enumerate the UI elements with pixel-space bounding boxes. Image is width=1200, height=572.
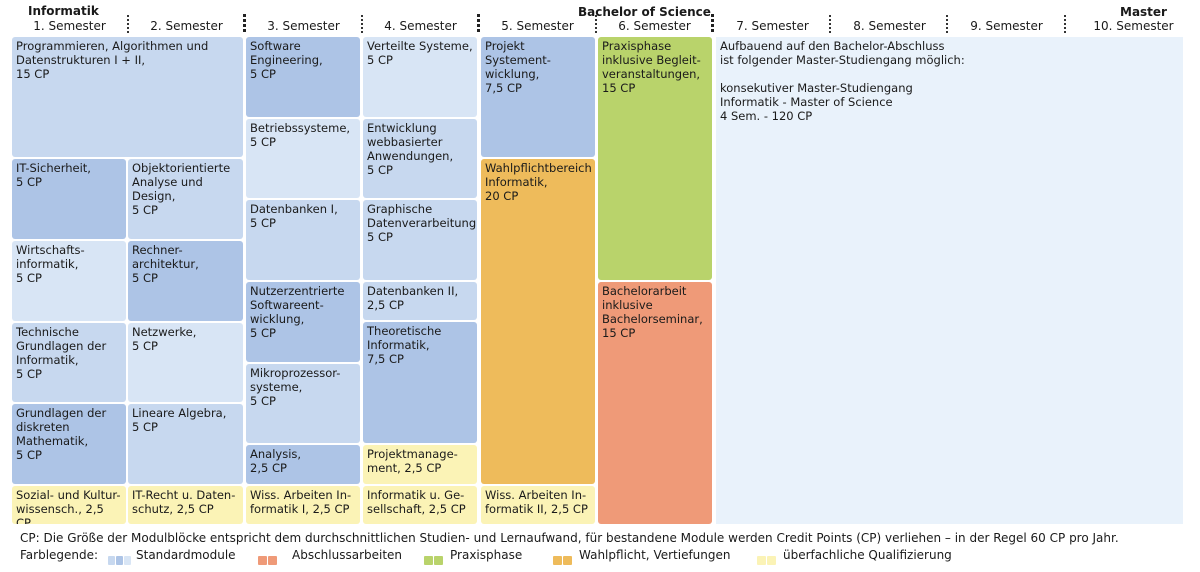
semester-5-label: 5. Semester <box>501 19 574 33</box>
module-it-recht: IT-Recht u. Daten- schutz, 2,5 CP <box>128 486 243 524</box>
semester-separator <box>243 14 246 34</box>
module-diskrete-mathematik: Grundlagen der diskreten Mathematik, 5 C… <box>12 404 126 484</box>
legend-standardmodule: Standardmodule <box>136 548 236 562</box>
semester-separator <box>477 14 480 34</box>
legend-swatch-praxis <box>424 550 444 565</box>
module-lineare-algebra: Lineare Algebra, 5 CP <box>128 404 243 484</box>
module-datenbanken-2: Datenbanken II, 2,5 CP <box>363 282 477 320</box>
module-betriebssysteme: Betriebssysteme, 5 CP <box>246 119 360 198</box>
module-praxisphase: Praxisphase inklusive Begleit- veranstal… <box>598 37 712 280</box>
program-title: Informatik <box>28 4 99 18</box>
semester-separator <box>361 15 363 33</box>
semester-separator <box>127 15 129 33</box>
module-ooad: Objektorientierte Analyse und Design, 5 … <box>128 159 243 239</box>
module-software-engineering: Software Engineering, 5 CP <box>246 37 360 117</box>
semester-8-label: 8. Semester <box>853 19 926 33</box>
module-mikroprozessorsysteme: Mikroprozessor- systeme, 5 CP <box>246 364 360 443</box>
module-verteilte-systeme: Verteilte Systeme, 5 CP <box>363 37 477 117</box>
legend-abschlussarbeiten: Abschlussarbeiten <box>292 548 403 562</box>
module-graphische-datenverarbeitung: Graphische Datenverarbeitung, 5 CP <box>363 200 477 280</box>
module-projekt-systementwicklung: Projekt Systement- wicklung, 7,5 CP <box>481 37 595 157</box>
module-nutzerzentrierte-softwareentwicklung: Nutzerzentrierte Softwareent- wicklung, … <box>246 282 360 362</box>
semester-9-label: 9. Semester <box>970 19 1043 33</box>
module-programmieren: Programmieren, Algorithmen und Datenstru… <box>12 37 243 157</box>
legend-swatch-abschluss <box>258 550 278 565</box>
semester-separator <box>595 15 597 33</box>
legend-wahlpflicht: Wahlpflicht, Vertiefungen <box>579 548 731 562</box>
module-wirtschaftsinformatik: Wirtschafts- informatik, 5 CP <box>12 241 126 321</box>
degree-title: Bachelor of Science <box>578 5 711 19</box>
semester-separator <box>829 15 831 33</box>
legend-ueberfachliche-qualifizierung: überfachliche Qualifizierung <box>783 548 952 562</box>
semester-2-label: 2. Semester <box>150 19 223 33</box>
credit-points-note: CP: Die Größe der Modulblöcke entspricht… <box>20 531 1119 545</box>
semester-3-label: 3. Semester <box>267 19 340 33</box>
legend-swatch-standard <box>108 550 132 565</box>
semester-separator <box>1064 15 1066 33</box>
semester-10-label: 10. Semester <box>1093 19 1174 33</box>
module-informatik-gesellschaft: Informatik u. Ge- sellschaft, 2,5 CP <box>363 486 477 524</box>
semester-7-label: 7. Semester <box>736 19 809 33</box>
module-wiss-arbeiten-1: Wiss. Arbeiten In- formatik I, 2,5 CP <box>246 486 360 524</box>
module-technische-grundlagen: Technische Grundlagen der Informatik, 5 … <box>12 323 126 402</box>
module-wahlpflichtbereich: Wahlpflichtbereich Informatik, 20 CP <box>481 159 595 484</box>
semester-1-label: 1. Semester <box>33 19 106 33</box>
module-rechnerarchitektur: Rechner- architektur, 5 CP <box>128 241 243 321</box>
legend-praxisphase: Praxisphase <box>450 548 523 562</box>
semester-6-label: 6. Semester <box>618 19 691 33</box>
module-analysis: Analysis, 2,5 CP <box>246 445 360 484</box>
legend-label: Farblegende: <box>20 548 99 562</box>
module-wiss-arbeiten-2: Wiss. Arbeiten In- formatik II, 2,5 CP <box>481 486 595 524</box>
module-theoretische-informatik: Theoretische Informatik, 7,5 CP <box>363 322 477 443</box>
semester-separator <box>711 14 714 34</box>
semester-4-label: 4. Semester <box>384 19 457 33</box>
module-it-sicherheit: IT-Sicherheit, 5 CP <box>12 159 126 239</box>
semester-separator <box>946 15 948 33</box>
module-datenbanken-1: Datenbanken I, 5 CP <box>246 200 360 280</box>
module-sozial-kulturwissenschaften: Sozial- und Kultur- wissensch., 2,5 CP <box>12 486 126 524</box>
module-netzwerke: Netzwerke, 5 CP <box>128 323 243 402</box>
master-info: Aufbauend auf den Bachelor-Abschluss ist… <box>716 37 1183 524</box>
legend-swatch-wahlpflicht <box>553 550 573 565</box>
legend-swatch-ueberfachlich <box>757 550 777 565</box>
module-webbasierte-anwendungen: Entwicklung webbasierter Anwendungen, 5 … <box>363 119 477 198</box>
module-projektmanagement: Projektmanage- ment, 2,5 CP <box>363 445 477 484</box>
master-title: Master <box>1120 5 1167 19</box>
module-bachelorarbeit: Bachelorarbeit inklusive Bachelorseminar… <box>598 282 712 524</box>
